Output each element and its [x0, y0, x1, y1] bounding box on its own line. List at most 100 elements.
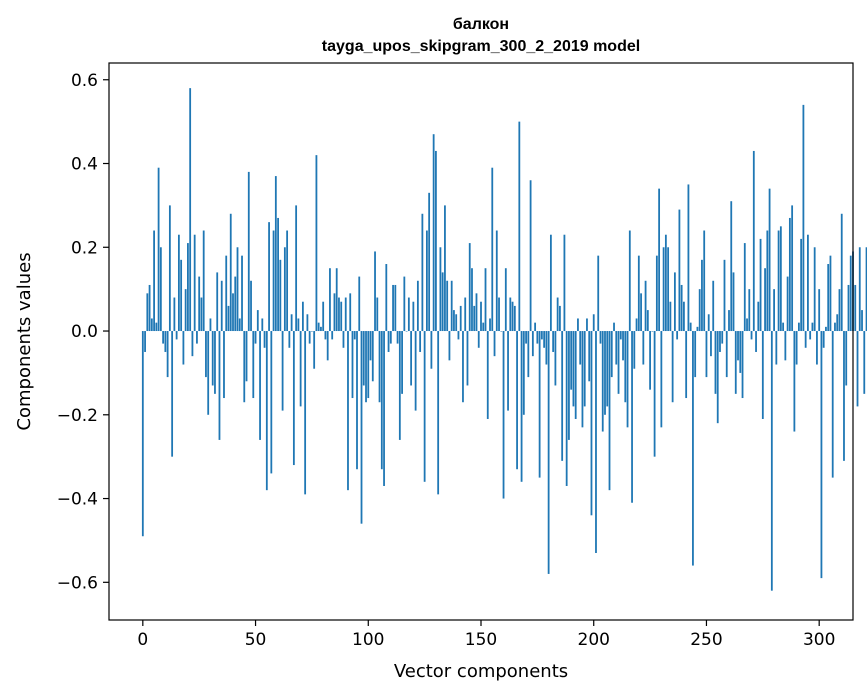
bar-283 [779, 226, 782, 332]
bar-110 [389, 331, 392, 344]
bar-158 [498, 297, 500, 332]
bar-124 [421, 213, 424, 332]
bar-200 [592, 314, 595, 332]
bar-56 [268, 222, 270, 332]
bar-291 [797, 322, 800, 332]
y-tick-label-5: 0.4 [71, 155, 98, 175]
bar-174 [534, 322, 537, 332]
bar-195 [581, 331, 584, 428]
bar-20 [187, 243, 189, 332]
bar-135 [446, 280, 449, 332]
bar-133 [441, 272, 444, 332]
y-tick-label-1: −0.4 [57, 490, 98, 510]
y-tick-label-6: 0.6 [71, 71, 98, 91]
bar-11 [166, 331, 169, 378]
bar-193 [577, 318, 579, 332]
bar-216 [628, 230, 631, 332]
bar-234 [669, 301, 672, 332]
bar-238 [678, 209, 681, 332]
bar-292 [800, 238, 803, 332]
bar-279 [770, 331, 773, 591]
bar-85 [333, 293, 336, 332]
bar-58 [272, 230, 275, 332]
bar-298 [813, 247, 816, 332]
bar-100 [367, 331, 370, 399]
bar-136 [448, 331, 451, 361]
bar-285 [784, 331, 787, 361]
bars-group [141, 88, 867, 591]
bar-104 [376, 297, 379, 332]
bar-221 [640, 293, 642, 332]
bar-67 [292, 331, 295, 466]
bar-262 [732, 272, 735, 332]
bar-73 [306, 314, 309, 332]
bar-225 [649, 331, 651, 390]
bar-115 [401, 331, 403, 394]
bar-241 [685, 331, 688, 399]
x-tick-label-6: 300 [803, 630, 835, 650]
bar-180 [547, 331, 550, 574]
bar-121 [414, 331, 417, 411]
bar-312 [845, 331, 848, 386]
bar-12 [168, 205, 171, 332]
bar-36 [223, 331, 225, 399]
bar-169 [522, 331, 525, 415]
bar-43 [238, 318, 241, 332]
bar-53 [261, 318, 264, 332]
bar-258 [723, 259, 726, 332]
bar-252 [710, 331, 712, 357]
bar-286 [786, 276, 789, 332]
bar-25 [198, 276, 201, 332]
bar-182 [552, 331, 555, 352]
bar-295 [807, 234, 809, 332]
bar-128 [430, 331, 433, 369]
bar-275 [761, 331, 764, 419]
bar-263 [734, 331, 737, 394]
bar-139 [455, 314, 458, 332]
bar-173 [531, 331, 534, 357]
bar-50 [254, 331, 257, 344]
bar-68 [295, 205, 298, 332]
bar-108 [385, 264, 388, 332]
bar-213 [622, 331, 624, 361]
bar-255 [716, 331, 719, 424]
bar-82 [326, 331, 329, 361]
bar-129 [432, 134, 435, 332]
bar-167 [518, 121, 521, 332]
bar-32 [214, 331, 216, 394]
bar-17 [180, 259, 183, 332]
bar-185 [559, 305, 561, 332]
bar-217 [631, 331, 633, 503]
bar-74 [308, 331, 311, 344]
bar-92 [349, 293, 352, 332]
y-tick-label-4: 0.2 [71, 238, 98, 258]
bar-162 [507, 331, 509, 411]
bar-105 [378, 331, 381, 403]
bar-45 [243, 331, 246, 403]
bar-288 [791, 205, 794, 332]
bar-183 [554, 331, 557, 386]
bar-7 [157, 167, 160, 332]
bar-184 [556, 297, 559, 332]
bar-130 [435, 150, 437, 332]
bar-270 [750, 331, 753, 340]
y-axis-label: Components values [14, 252, 35, 430]
bar-102 [371, 331, 374, 382]
bar-197 [586, 318, 588, 332]
bar-97 [360, 331, 363, 524]
bar-140 [457, 331, 460, 340]
bar-27 [202, 230, 205, 332]
bar-212 [619, 331, 622, 340]
bar-170 [525, 331, 527, 344]
bar-37 [225, 255, 228, 332]
bar-256 [719, 331, 721, 352]
bar-10 [164, 331, 167, 352]
bar-147 [473, 305, 476, 332]
bar-109 [387, 331, 390, 352]
bar-155 [491, 167, 494, 332]
bar-293 [802, 104, 805, 332]
bar-245 [694, 331, 697, 378]
bar-192 [574, 331, 577, 419]
bar-289 [793, 331, 796, 432]
bar-151 [482, 322, 485, 332]
